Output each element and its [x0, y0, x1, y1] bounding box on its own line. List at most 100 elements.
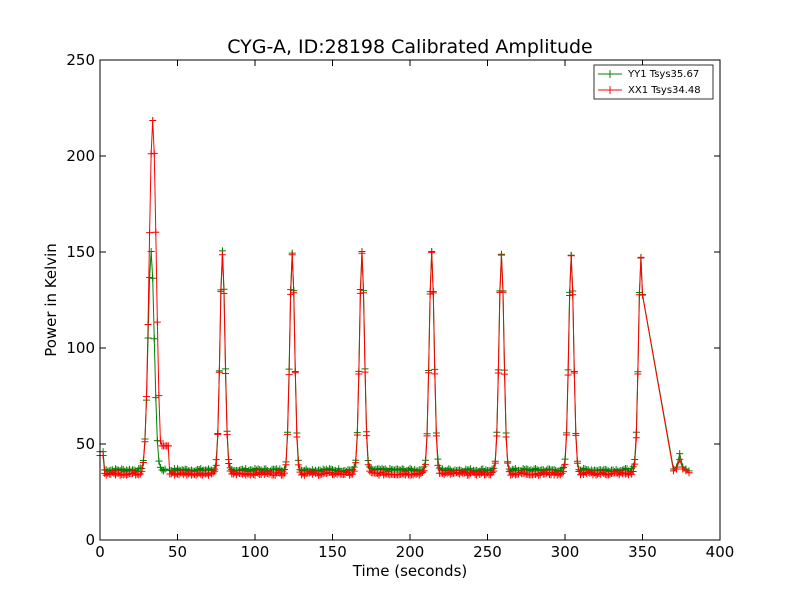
data-point-marker	[356, 289, 364, 297]
data-point-marker	[637, 254, 645, 262]
data-point-marker	[555, 470, 563, 478]
y-tick-label: 50	[76, 435, 95, 453]
data-point-marker	[143, 393, 150, 401]
x-tick-label: 400	[706, 543, 735, 561]
data-point-marker	[685, 469, 693, 477]
data-point-marker	[490, 467, 498, 475]
data-point-marker	[575, 468, 583, 476]
data-point-marker	[620, 469, 628, 477]
data-point-marker	[428, 249, 436, 257]
chart-title: CYG-A, ID:28198 Calibrated Amplitude	[227, 36, 592, 58]
data-point-marker	[191, 470, 199, 478]
legend-box	[593, 64, 714, 100]
data-point-marker	[558, 469, 566, 477]
data-point-marker	[456, 470, 464, 478]
data-point-marker	[290, 289, 298, 297]
data-point-marker	[288, 251, 296, 259]
data-point-marker	[212, 461, 220, 469]
data-point-marker	[322, 470, 330, 478]
data-point-marker	[248, 470, 256, 478]
data-point-marker	[491, 459, 499, 467]
series-line-0	[100, 250, 690, 473]
data-point-marker	[519, 470, 527, 478]
data-point-marker	[141, 438, 149, 446]
data-point-marker	[623, 470, 631, 478]
data-point-marker	[155, 392, 163, 400]
data-point-marker	[287, 290, 295, 298]
data-point-marker	[353, 431, 361, 439]
data-point-marker	[310, 469, 318, 477]
data-point-marker	[174, 470, 181, 478]
data-point-marker	[493, 432, 501, 440]
data-point-marker	[445, 469, 453, 477]
data-point-marker	[164, 442, 172, 450]
series-line-1	[100, 120, 690, 477]
legend-label-yy1: YY1 Tsys35.67	[627, 69, 699, 80]
data-point-marker	[155, 457, 163, 465]
legend: + YY1 Tsys35.67 + XX1 Tsys34.48	[593, 64, 714, 100]
data-point-marker	[434, 461, 442, 469]
data-point-marker	[502, 433, 510, 441]
data-point-marker	[218, 251, 226, 259]
data-point-marker	[429, 289, 437, 297]
data-point-marker	[129, 470, 137, 478]
y-tick-label: 0	[85, 531, 95, 549]
data-point-marker	[284, 430, 292, 438]
data-point-marker	[561, 460, 569, 468]
data-point-marker	[572, 431, 580, 439]
data-point-marker	[563, 431, 571, 439]
data-point-marker	[386, 464, 394, 472]
x-tick-label: 200	[396, 543, 425, 561]
data-point-marker	[223, 431, 231, 439]
data-point-marker	[282, 461, 290, 469]
data-point-marker	[358, 249, 366, 257]
data-point-marker	[432, 432, 440, 440]
data-point-marker	[149, 274, 157, 282]
data-point-marker	[150, 149, 158, 157]
data-point-marker	[420, 467, 428, 475]
data-point-marker	[156, 437, 164, 445]
x-tick-label: 300	[551, 543, 580, 561]
data-point-marker	[234, 469, 242, 477]
data-point-marker	[150, 335, 158, 343]
data-point-marker	[533, 469, 541, 477]
legend-marker-yy1: +	[605, 67, 615, 81]
data-point-marker	[285, 371, 293, 379]
data-point-marker	[335, 469, 343, 477]
data-point-marker	[146, 273, 154, 281]
data-point-marker	[505, 468, 513, 476]
data-point-marker	[124, 471, 132, 479]
data-point-marker	[501, 370, 509, 378]
data-point-marker	[316, 471, 324, 479]
data-point-marker	[418, 469, 426, 477]
data-point-marker	[606, 470, 614, 478]
data-point-marker	[220, 290, 228, 298]
data-point-marker	[631, 460, 639, 468]
data-point-marker	[494, 369, 502, 377]
x-tick-label: 150	[318, 543, 347, 561]
data-point-marker	[676, 455, 684, 463]
data-point-marker	[144, 321, 152, 328]
data-point-marker	[673, 465, 681, 473]
data-point-marker	[573, 459, 581, 467]
data-point-marker	[153, 318, 161, 326]
data-point-marker	[423, 432, 431, 440]
data-point-marker	[146, 229, 154, 237]
data-point-marker	[364, 461, 372, 469]
data-point-marker	[363, 432, 371, 440]
data-point-marker	[567, 252, 575, 260]
series-markers-0	[96, 247, 693, 475]
data-point-marker	[425, 369, 433, 377]
data-point-marker	[99, 452, 107, 460]
data-point-marker	[294, 461, 302, 469]
data-point-marker	[426, 290, 434, 298]
data-point-marker	[138, 467, 146, 475]
data-point-marker	[198, 471, 206, 479]
data-point-marker	[346, 471, 354, 479]
data-point-marker	[632, 434, 640, 442]
data-point-marker	[352, 459, 360, 467]
data-point-marker	[211, 467, 219, 475]
data-point-marker	[242, 465, 250, 473]
data-point-marker	[559, 468, 567, 476]
